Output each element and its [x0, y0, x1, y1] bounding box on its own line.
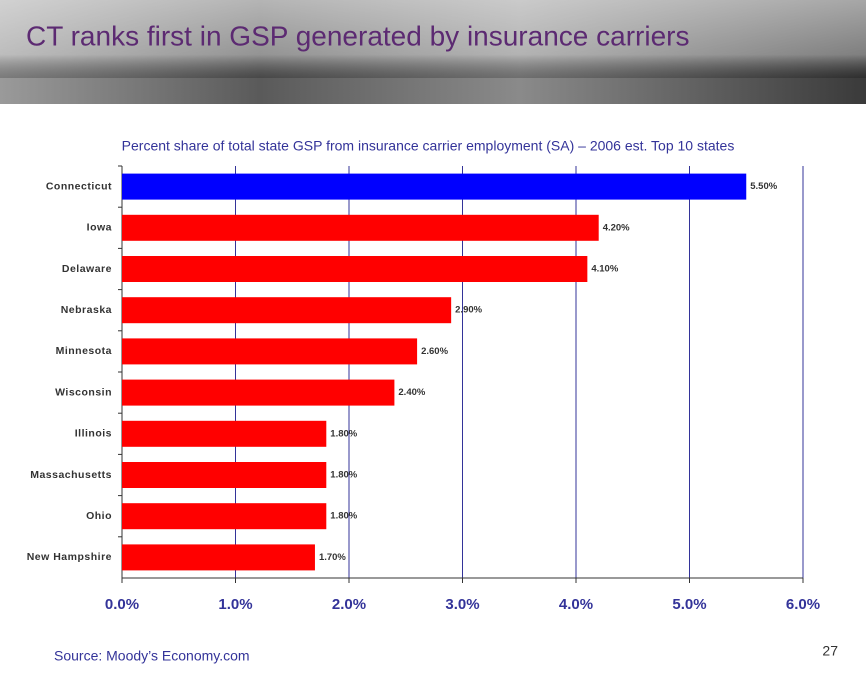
y-tick-label: Illinois — [75, 428, 112, 440]
x-tick-label: 2.0% — [332, 596, 366, 613]
x-tick-label: 6.0% — [786, 596, 820, 613]
y-tick-label: Ohio — [86, 510, 112, 522]
plot: 0.0% 1.0% 2.0% 3.0% 4.0% 5.0% 6.0% Connecticut 5… — [27, 165, 820, 613]
x-tick-label: 5.0% — [672, 596, 706, 613]
value-label: 4.10% — [591, 264, 618, 275]
bar — [122, 173, 747, 200]
value-label: 2.40% — [398, 387, 425, 398]
bar — [122, 420, 327, 447]
page-number: 27 — [822, 643, 838, 659]
bar — [122, 379, 395, 406]
bar — [122, 462, 327, 488]
banner-overlay — [0, 0, 866, 78]
y-tick-label: Connecticut — [46, 180, 112, 192]
bar — [122, 214, 599, 241]
value-label: 1.80% — [330, 428, 357, 439]
value-label: 1.80% — [330, 470, 357, 481]
y-tick-label: Minnesota — [56, 345, 112, 357]
value-label: 1.70% — [319, 552, 346, 563]
bar — [122, 503, 327, 530]
x-tick-label: 0.0% — [105, 596, 139, 613]
bar — [122, 338, 418, 365]
y-tick-label: Nebraska — [61, 304, 112, 316]
source: Source: Moody’s Economy.com — [54, 648, 250, 664]
bar — [122, 297, 452, 324]
x-tick-label: 4.0% — [559, 596, 593, 613]
bar — [122, 256, 588, 282]
value-label: 2.90% — [455, 305, 482, 316]
x-tick-label: 1.0% — [218, 596, 252, 613]
value-label: 4.20% — [603, 222, 630, 233]
y-tick-label: Wisconsin — [55, 386, 112, 398]
x-tick-label: 3.0% — [445, 596, 479, 613]
y-tick-label: New Hampshire — [27, 551, 112, 563]
bar — [122, 544, 315, 571]
slide-title: CT ranks first in GSP generated by insur… — [26, 20, 689, 51]
y-tick-label: Iowa — [87, 222, 112, 234]
y-tick-label: Massachusetts — [30, 469, 112, 481]
chart-title: Percent share of total state GSP from in… — [122, 138, 735, 154]
y-tick-label: Delaware — [62, 263, 112, 275]
value-label: 1.80% — [330, 511, 357, 522]
value-label: 5.50% — [750, 181, 777, 192]
value-label: 2.60% — [421, 346, 448, 357]
